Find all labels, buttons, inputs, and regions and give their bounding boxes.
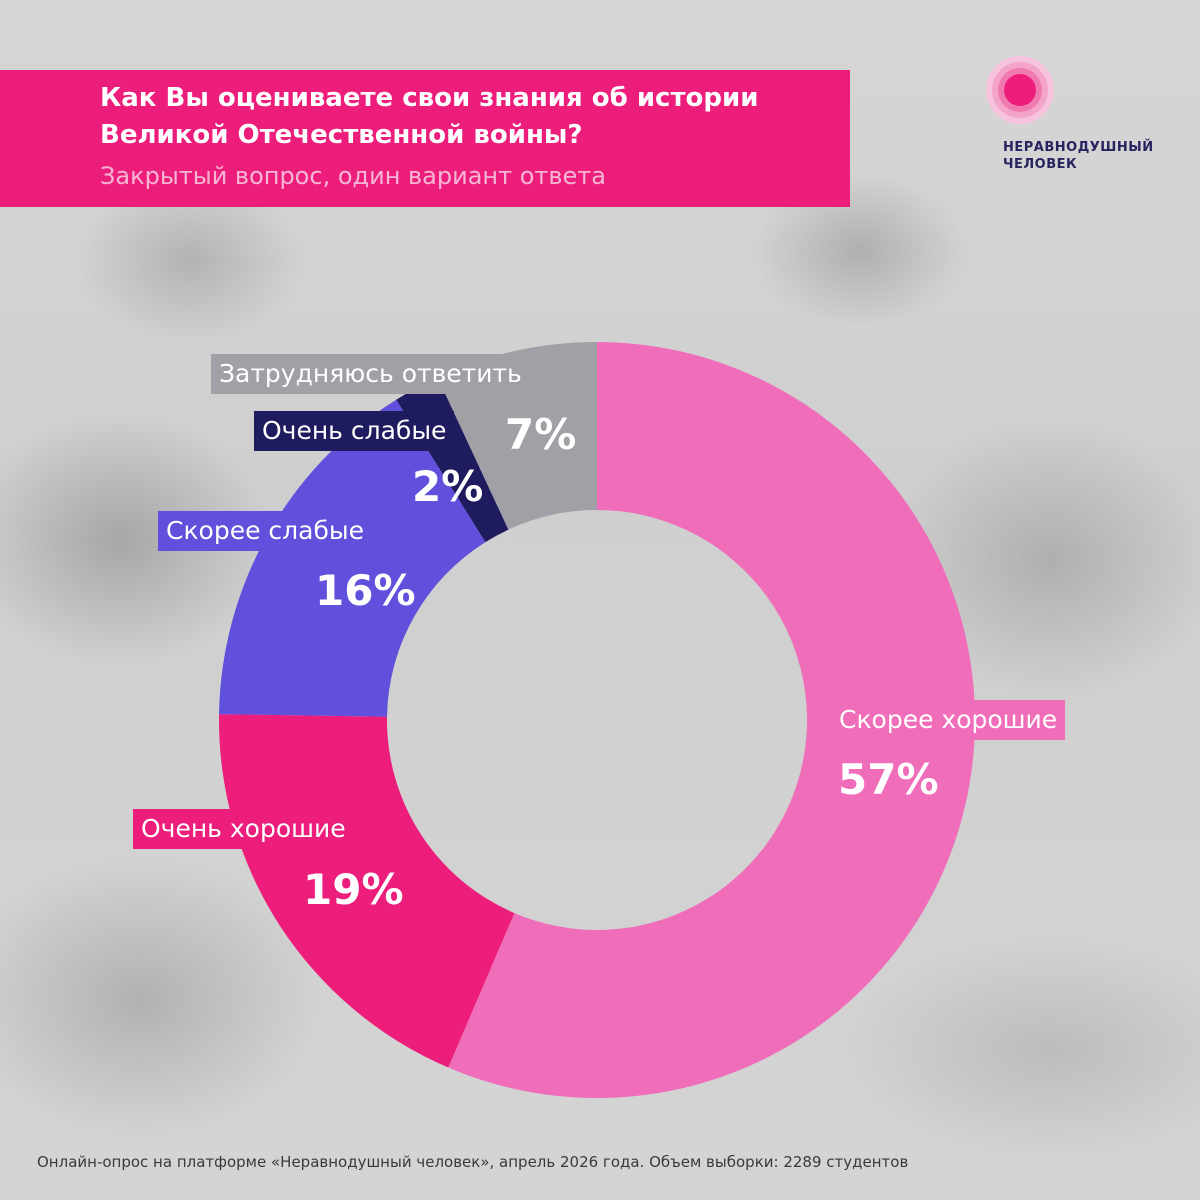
header-banner (0, 70, 850, 207)
page-title: Как Вы оцениваете свои знания об истории… (100, 83, 759, 150)
logo-icon (986, 56, 1054, 124)
label-very-unsure: Затрудняюсь ответить (211, 354, 530, 394)
logo-text-line1: НЕРАВНОДУШНЫЙ (1003, 140, 1154, 155)
page-subtitle: Закрытый вопрос, один вариант ответа (100, 162, 606, 190)
slice-rather-weak (219, 399, 486, 717)
label-very-good: Очень хорошие (133, 809, 354, 849)
slice-rather-good (448, 342, 975, 1098)
label-very-weak: Очень слабые (254, 411, 455, 451)
logo-text: НЕРАВНОДУШНЫЙ ЧЕЛОВЕК (1003, 139, 1154, 173)
label-rather-weak: Скорее слабые (158, 511, 373, 551)
slice-very-good (218, 714, 515, 1068)
pct-very-weak: 2% (412, 462, 484, 511)
footer-note: Онлайн-опрос на платформе «Неравнодушный… (37, 1153, 909, 1171)
pct-rather-good: 57% (838, 755, 939, 804)
pct-unsure: 7% (505, 410, 577, 459)
logo-text-line2: ЧЕЛОВЕК (1003, 157, 1078, 172)
pct-very-good: 19% (303, 865, 404, 914)
label-rather-good: Скорее хорошие (831, 700, 1066, 740)
pct-rather-weak: 16% (315, 566, 416, 615)
